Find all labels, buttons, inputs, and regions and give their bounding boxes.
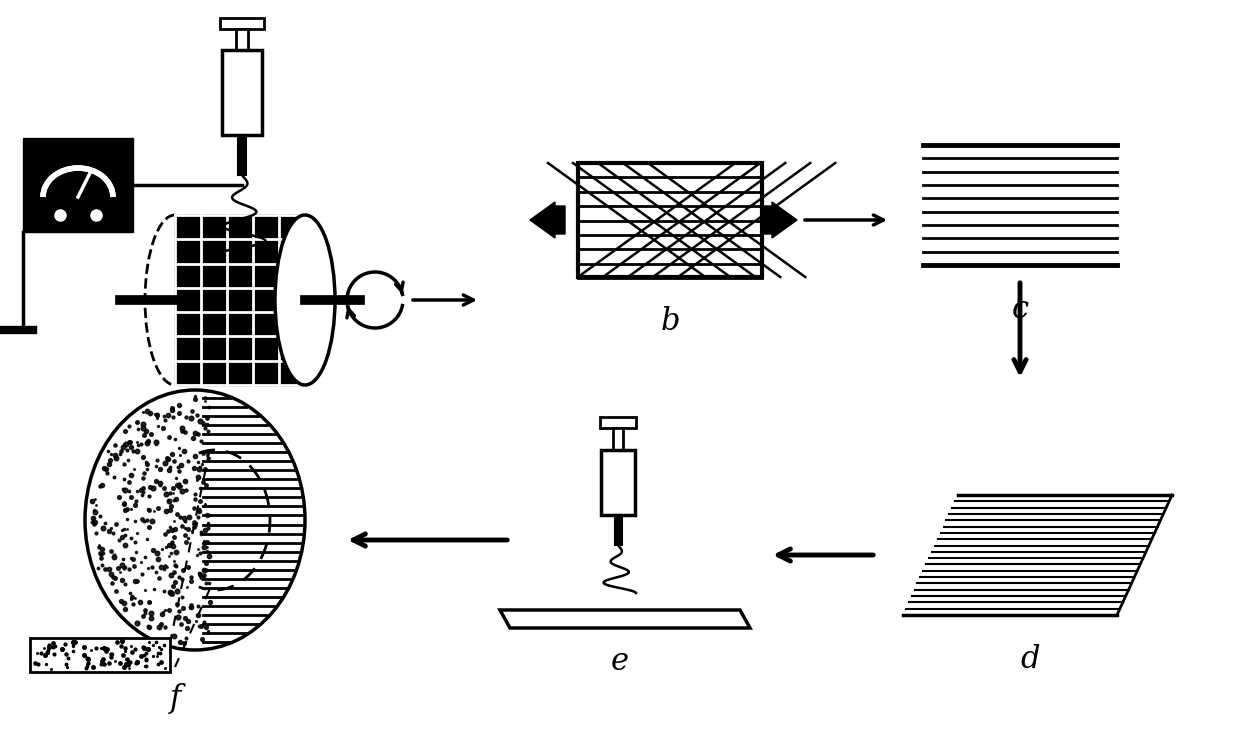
Polygon shape bbox=[600, 417, 636, 428]
Polygon shape bbox=[615, 515, 621, 545]
Polygon shape bbox=[500, 610, 750, 628]
Ellipse shape bbox=[275, 215, 335, 385]
Polygon shape bbox=[613, 428, 622, 450]
Text: c: c bbox=[1012, 294, 1028, 325]
Polygon shape bbox=[175, 215, 305, 385]
Polygon shape bbox=[236, 29, 248, 50]
Polygon shape bbox=[30, 638, 170, 672]
Polygon shape bbox=[601, 450, 635, 515]
Polygon shape bbox=[222, 50, 262, 135]
Ellipse shape bbox=[86, 390, 305, 650]
Polygon shape bbox=[578, 163, 763, 277]
Text: f: f bbox=[170, 683, 181, 713]
Polygon shape bbox=[219, 18, 264, 29]
Polygon shape bbox=[24, 138, 133, 232]
Text: b: b bbox=[660, 307, 680, 337]
FancyArrow shape bbox=[763, 202, 797, 238]
Text: d: d bbox=[1021, 644, 1040, 675]
Polygon shape bbox=[33, 180, 123, 205]
Text: a: a bbox=[231, 418, 249, 449]
FancyArrow shape bbox=[529, 202, 565, 238]
Polygon shape bbox=[238, 135, 246, 175]
Ellipse shape bbox=[145, 215, 205, 385]
Text: e: e bbox=[611, 646, 629, 678]
